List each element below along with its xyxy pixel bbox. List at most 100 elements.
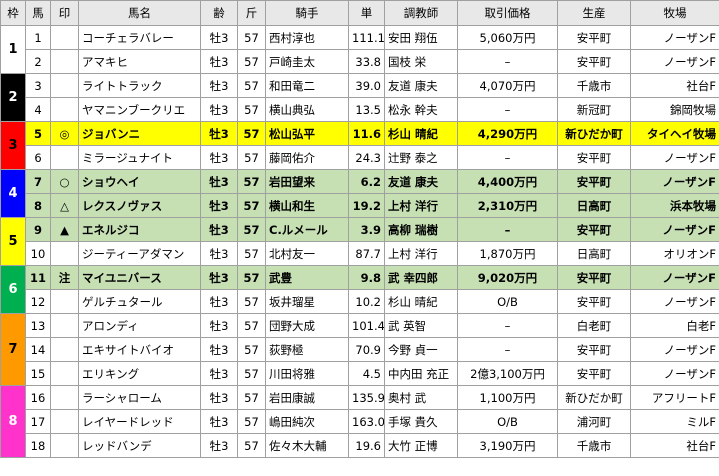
odds: 163.0 <box>348 409 385 434</box>
odds: 13.5 <box>348 97 385 122</box>
odds: 6.2 <box>348 169 385 194</box>
mark: ▲ <box>50 217 79 242</box>
age: 牡3 <box>200 121 238 146</box>
price: O/B <box>457 409 558 434</box>
entry-row: 14 エキサイトバイオ 牡3 57 荻野極 70.9 今野 貞一 – 安平町 ノーザンF <box>1 337 719 362</box>
weight: 57 <box>237 97 266 122</box>
breeder-town: 千歳市 <box>557 73 631 98</box>
farm: オリオンF <box>630 241 719 266</box>
horse-number: 14 <box>25 337 51 362</box>
entry-row: 8 △ レクスノヴァス 牡3 57 横山和生 19.2 上村 洋行 2,310万円 日高町 浜本牧場 <box>0 193 719 218</box>
horse-number: 9 <box>25 217 51 242</box>
price: 9,020万円 <box>457 265 558 290</box>
jockey: 佐々木大輔 <box>265 433 349 458</box>
entry-row: 18 レッドバンデ 牡3 57 佐々木大輔 19.6 大竹 正博 3,190万円 千歳市 社台F <box>1 433 719 458</box>
trainer: 国枝 栄 <box>384 49 458 74</box>
odds: 19.2 <box>348 193 385 218</box>
entry-table-page: 枠馬印馬名齢斤騎手単調教師 取引価格 生産 牧場 1 1 コーチェラバレー 牡3 57 西村淳也… <box>0 0 719 458</box>
breeder-town: 新ひだか町 <box>557 121 631 146</box>
price: 5,060万円 <box>457 25 558 50</box>
farm: ノーザンF <box>630 217 719 242</box>
header-cell: 斤 <box>237 0 266 26</box>
mark <box>50 313 79 338</box>
age: 牡3 <box>200 385 238 410</box>
age: 牡3 <box>200 169 238 194</box>
mark <box>50 145 79 170</box>
farm: ノーザンF <box>630 361 719 386</box>
age: 牡3 <box>200 25 238 50</box>
weight: 57 <box>237 73 266 98</box>
horse-name: レッドバンデ <box>78 433 201 458</box>
trainer: 辻野 泰之 <box>384 145 458 170</box>
mark: △ <box>50 193 79 218</box>
horse-number: 13 <box>25 313 51 338</box>
frame-number: 4 <box>0 169 26 218</box>
trainer: 上村 洋行 <box>384 193 458 218</box>
odds: 4.5 <box>348 361 385 386</box>
mark <box>50 337 79 362</box>
frame-number: 5 <box>0 217 26 266</box>
frame-number: 7 <box>0 313 26 386</box>
entry-row: 5 9 ▲ エネルジコ 牡3 57 C.ルメール 3.9 高柳 瑞樹 – 安平町 ノーザンF <box>0 217 719 266</box>
horse-name: コーチェラバレー <box>78 25 201 50</box>
jockey: 和田竜二 <box>265 73 349 98</box>
trainer: 杉山 晴紀 <box>384 289 458 314</box>
breeder-town: 安平町 <box>557 169 631 194</box>
horse-number: 1 <box>25 25 51 50</box>
frame-number: 6 <box>0 265 26 314</box>
header-cell: 齢 <box>200 0 238 26</box>
trainer: 安田 翔伍 <box>384 25 458 50</box>
mark <box>50 25 79 50</box>
horse-number: 15 <box>25 361 51 386</box>
breeder-town: 安平町 <box>557 361 631 386</box>
horse-number: 17 <box>25 409 51 434</box>
frame-number: 8 <box>0 385 26 458</box>
entry-row: 2 3 ライトトラック 牡3 57 和田竜二 39.0 友道 康夫 4,070万円 千歳市 社台F <box>0 73 719 122</box>
horse-name: マイユニバース <box>78 265 201 290</box>
horse-name: ショウヘイ <box>78 169 201 194</box>
jockey: 横山和生 <box>265 193 349 218</box>
jockey: 武豊 <box>265 265 349 290</box>
horse-name: ライトトラック <box>78 73 201 98</box>
trainer: 奥村 武 <box>384 385 458 410</box>
entry-table: 枠馬印馬名齢斤騎手単調教師 取引価格 生産 牧場 1 1 コーチェラバレー 牡3 57 西村淳也… <box>0 0 719 458</box>
breeder-town: 安平町 <box>557 217 631 242</box>
jockey: 嶋田純次 <box>265 409 349 434</box>
price: O/B <box>457 289 558 314</box>
price: – <box>457 97 558 122</box>
horse-name: レイヤードレッド <box>78 409 201 434</box>
weight: 57 <box>237 385 266 410</box>
mark: 注 <box>50 265 79 290</box>
breeder-town: 新冠町 <box>557 97 631 122</box>
age: 牡3 <box>200 241 238 266</box>
jockey: 藤岡佑介 <box>265 145 349 170</box>
frame-number: 1 <box>0 25 26 74</box>
odds: 19.6 <box>348 433 385 458</box>
trainer: 今野 貞一 <box>384 337 458 362</box>
price: – <box>457 217 558 242</box>
header-cell: 馬 <box>25 0 51 26</box>
breeder-town: 白老町 <box>557 313 631 338</box>
entry-row: 3 5 ◎ ジョバンニ 牡3 57 松山弘平 11.6 杉山 晴紀 4,290万円 新ひだか町 タイヘ… <box>0 121 719 170</box>
odds: 39.0 <box>348 73 385 98</box>
odds: 87.7 <box>348 241 385 266</box>
entry-row: 8 16 ラーシャローム 牡3 57 岩田康誠 135.9 奥村 武 1,100万円 新ひだか町ア… <box>0 385 719 458</box>
price: 4,070万円 <box>457 73 558 98</box>
odds: 3.9 <box>348 217 385 242</box>
weight: 57 <box>237 193 266 218</box>
mark <box>50 241 79 266</box>
horse-name: アロンディ <box>78 313 201 338</box>
entry-row: 7 13 アロンディ 牡3 57 団野大成 101.4 武 英智 – 白老町 白老F <box>0 313 719 386</box>
farm: ノーザンF <box>630 169 719 194</box>
mark <box>50 409 79 434</box>
weight: 57 <box>237 289 266 314</box>
trainer: 友道 康夫 <box>384 169 458 194</box>
horse-number: 16 <box>25 385 51 410</box>
odds: 135.9 <box>348 385 385 410</box>
age: 牡3 <box>200 145 238 170</box>
horse-number: 8 <box>25 193 51 218</box>
odds: 33.8 <box>348 49 385 74</box>
weight: 57 <box>237 217 266 242</box>
farm: 白老F <box>630 313 719 338</box>
price: – <box>457 313 558 338</box>
